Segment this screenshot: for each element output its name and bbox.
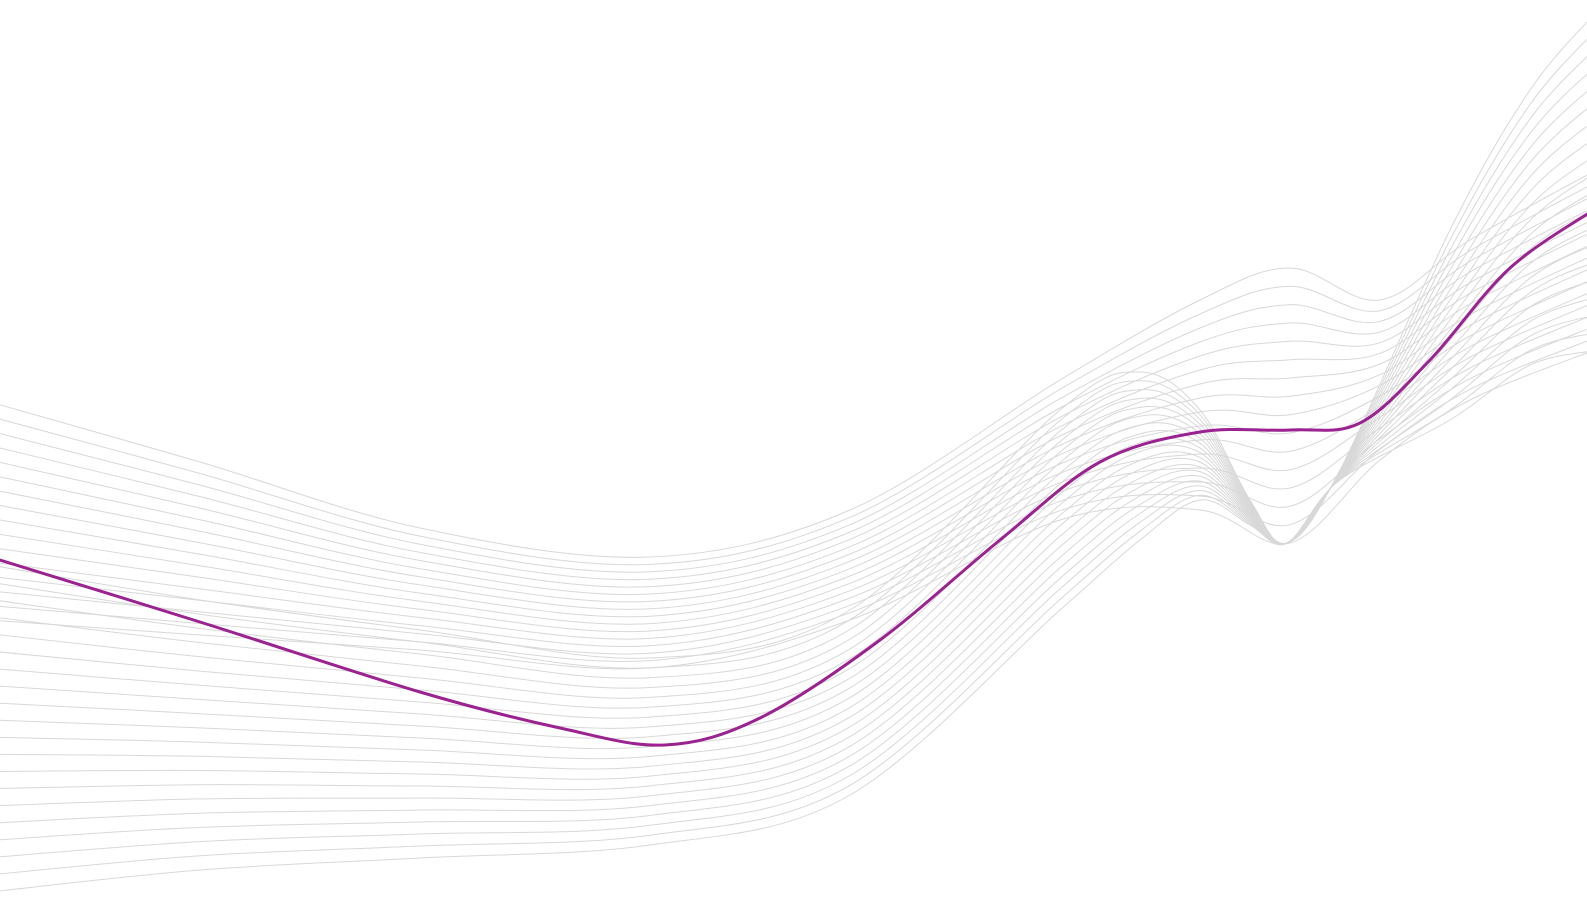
lower-wave-line [0, 247, 1587, 791]
lower-wave-line [0, 38, 1587, 669]
lower-wave-line [0, 73, 1587, 689]
upper-wave-line [0, 257, 1587, 610]
upper-wave-bundle [0, 174, 1587, 670]
lower-wave-bundle [0, 21, 1587, 892]
lower-wave-line [0, 56, 1587, 679]
lower-wave-line [0, 177, 1587, 750]
upper-wave-line [0, 281, 1587, 625]
upper-wave-line [0, 340, 1587, 662]
lower-wave-line [0, 21, 1587, 659]
upper-wave-line [0, 293, 1587, 633]
lower-wave-line [0, 333, 1587, 875]
lower-wave-line [0, 212, 1587, 770]
upper-wave-line [0, 174, 1587, 558]
lower-wave-line [0, 351, 1587, 892]
accent-wave-group [0, 212, 1587, 747]
lower-wave-line [0, 90, 1587, 699]
lower-wave-line [0, 125, 1587, 719]
upper-wave-line [0, 198, 1587, 573]
upper-wave-line [0, 269, 1587, 618]
upper-wave-line [0, 328, 1587, 655]
lower-wave-line [0, 264, 1587, 807]
lower-wave-line [0, 142, 1587, 729]
upper-wave-line [0, 352, 1587, 670]
lower-wave-line [0, 160, 1587, 739]
accent-wave-line [0, 212, 1587, 747]
upper-wave-line [0, 233, 1587, 595]
lower-wave-line [0, 299, 1587, 841]
lower-wave-line [0, 108, 1587, 709]
lower-wave-line [0, 316, 1587, 858]
upper-wave-line [0, 245, 1587, 603]
upper-wave-line [0, 186, 1587, 566]
lower-wave-line [0, 229, 1587, 780]
upper-wave-line [0, 221, 1587, 588]
upper-wave-line [0, 210, 1587, 581]
lower-wave-line [0, 281, 1587, 824]
